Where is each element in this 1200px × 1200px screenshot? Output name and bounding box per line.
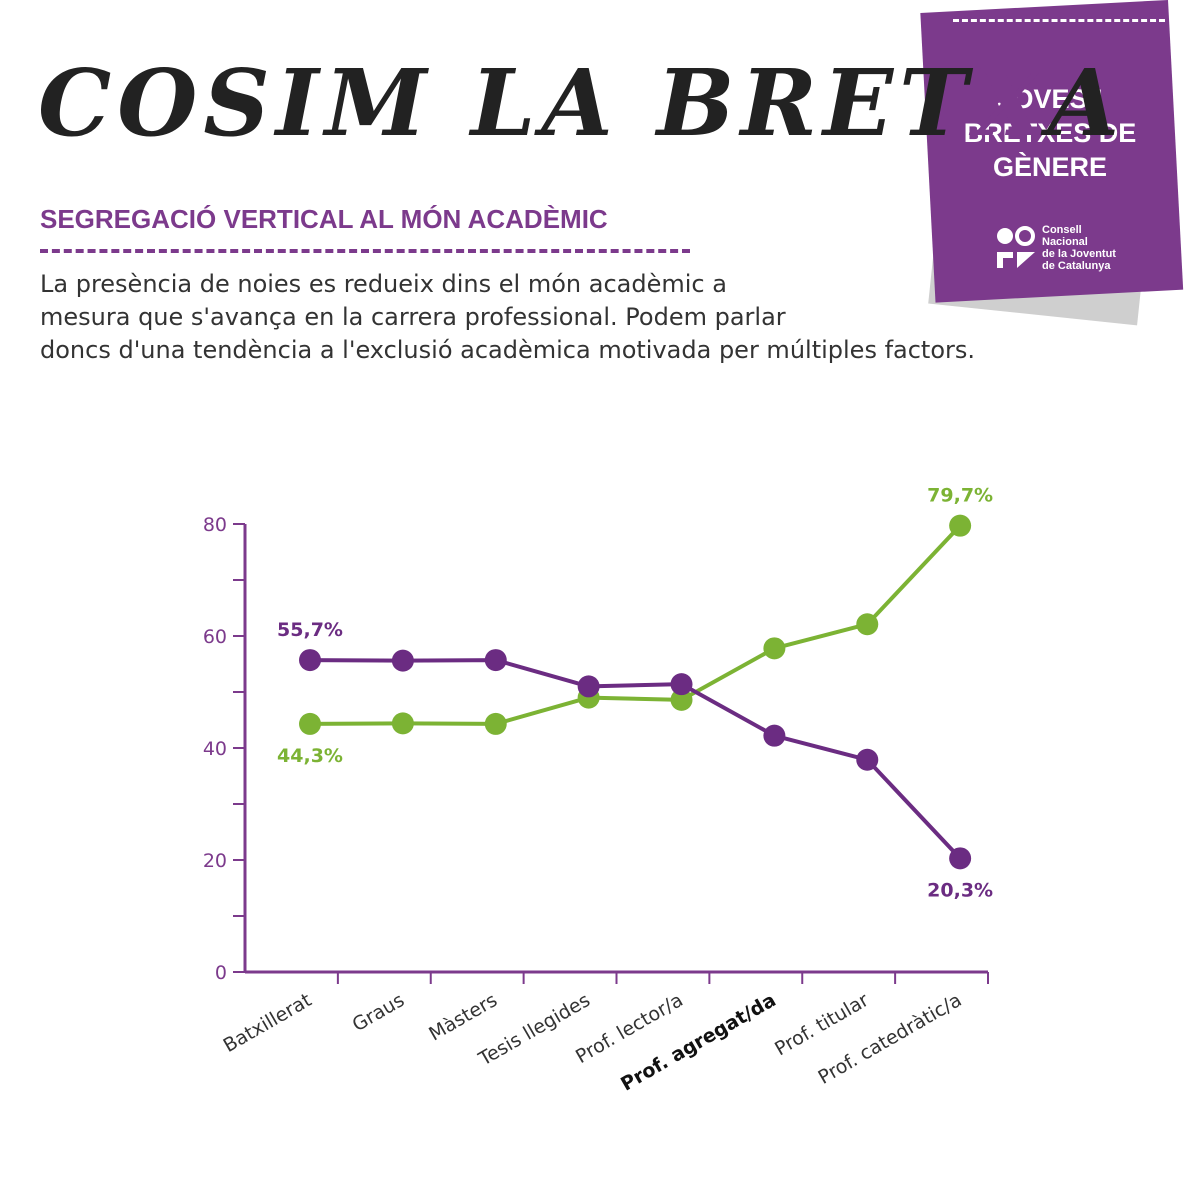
y-tick-label: 60 [203,626,227,648]
data-point [949,514,972,537]
badge-stitch [953,19,1165,22]
data-point [391,649,414,672]
data-point [763,637,786,660]
y-tick-label: 0 [215,962,227,984]
intro-line: mesura que s'avança en la carrera profes… [40,303,786,331]
data-point [856,748,879,771]
cnjc-logo-icon [997,226,1035,268]
data-label: 20,3% [927,879,993,901]
data-point [299,712,322,735]
data-label: 79,7% [927,485,993,507]
brand-title: COSIM LA BRETXA [38,38,1119,168]
y-tick-label: 20 [203,850,227,872]
org-name: Consell Nacional de la Joventut de Catal… [1042,224,1162,272]
section-divider [40,249,690,253]
data-point [670,688,693,711]
x-tick-label: Graus [349,989,409,1036]
data-point [391,712,414,735]
data-point [670,673,693,696]
x-tick-label: Màsters [425,989,501,1045]
series-line [310,658,962,860]
org-name-line: Nacional [1042,236,1088,248]
data-point [484,712,507,735]
brand-title-accent: X [973,49,1048,157]
brand-title-start: COSIM LA BRET [38,49,974,157]
data-point [299,649,322,672]
brand-title-end: A [1047,49,1126,157]
data-point [856,613,879,636]
intro-text: La presència de noies es redueix dins el… [40,268,1150,367]
data-label: 55,7% [277,619,343,641]
data-point [484,649,507,672]
intro-line: doncs d'una tendència a l'exclusió acadè… [40,336,976,364]
series-line [310,524,962,726]
badge-title: JOVES I BRETXES DE GÈNERE [945,82,1155,184]
section-title: SEGREGACIÓ VERTICAL AL MÓN ACADÈMIC [40,204,608,234]
badge-line: GÈNERE [992,152,1108,182]
intro-line: La presència de noies es redueix dins el… [40,270,727,298]
x-tick-label: Prof. agregat/da [617,989,780,1096]
y-tick-label: 40 [203,738,227,760]
x-tick-label: Batxillerat [220,989,316,1057]
badge-line: JOVES I [997,84,1103,114]
data-point [577,675,600,698]
data-point [949,847,972,870]
org-name-line: de la Joventut [1042,248,1116,260]
org-name-line: de Catalunya [1042,260,1111,272]
y-tick-label: 80 [203,514,227,536]
org-name-line: Consell [1042,224,1082,236]
data-label: 44,3% [277,745,343,767]
badge-line: BRETXES DE [963,118,1137,148]
data-point [763,724,786,747]
